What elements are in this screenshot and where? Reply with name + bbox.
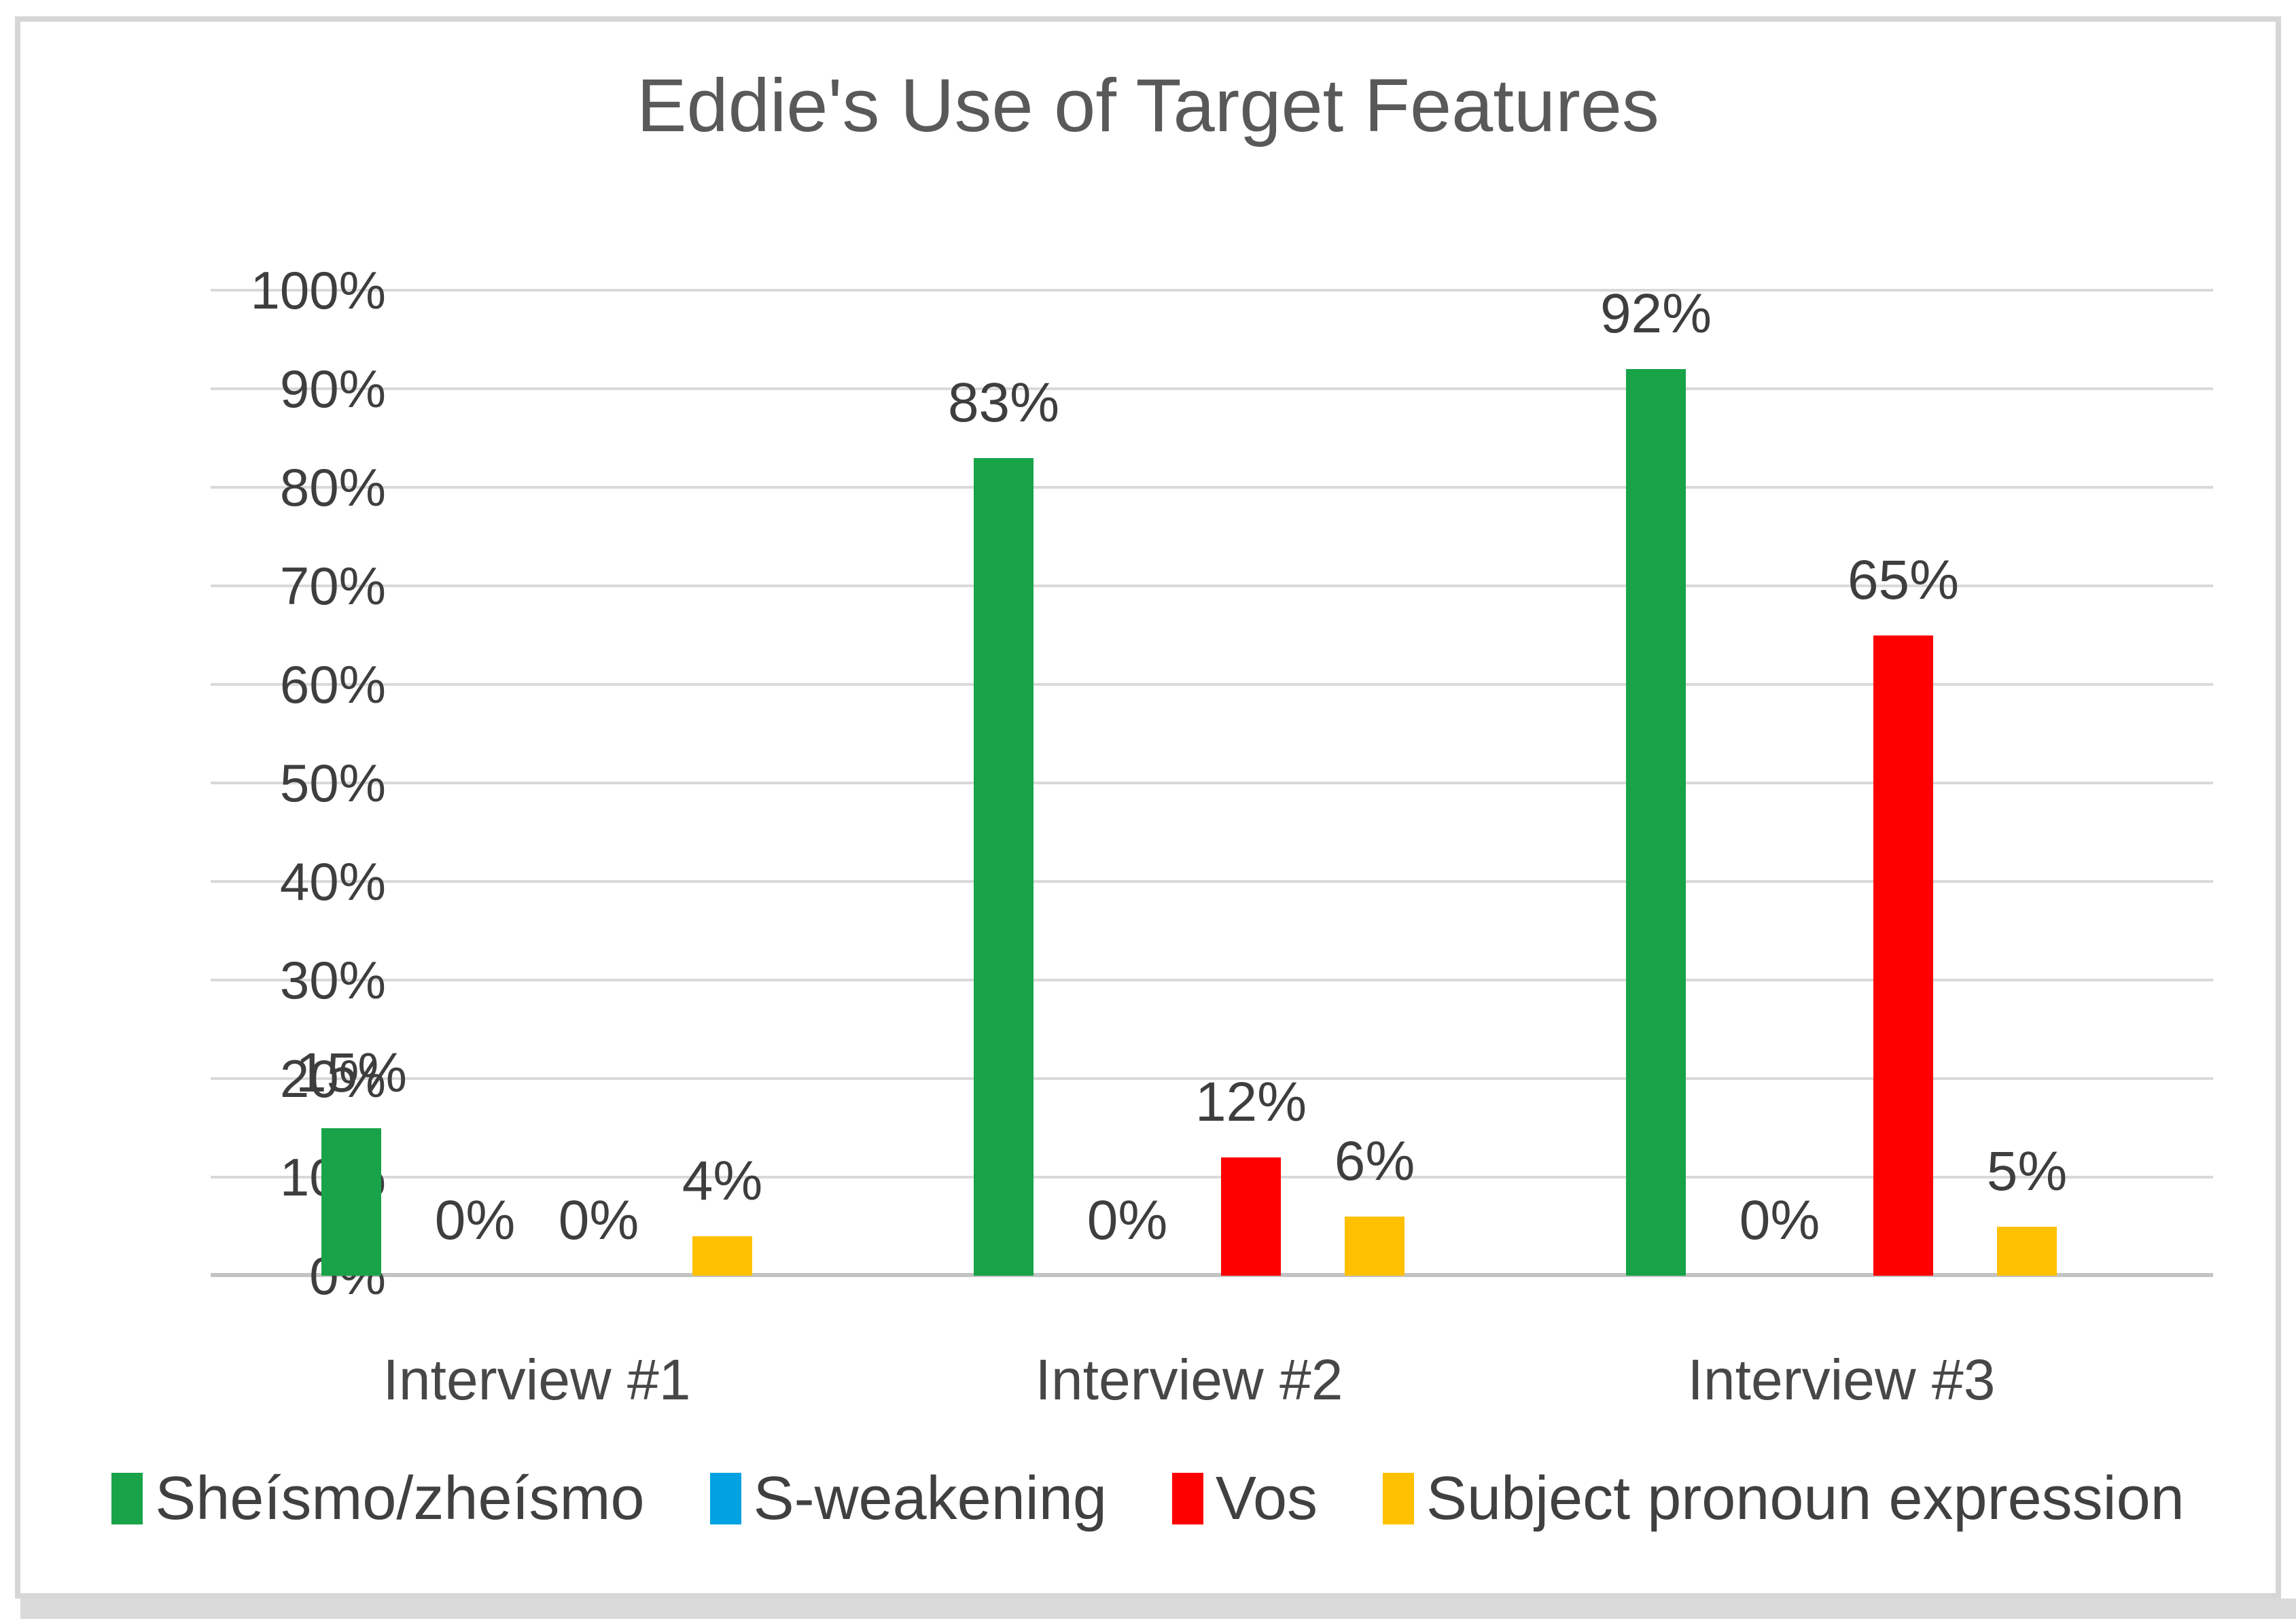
- bar-slot: 6%: [1335, 290, 1415, 1276]
- category-label: Interview #1: [383, 1348, 691, 1412]
- y-tick-label: 50%: [279, 753, 386, 813]
- y-tick-label: 90%: [279, 359, 386, 419]
- y-tick-label: 40%: [279, 852, 386, 911]
- bar-value-label: 0%: [434, 1189, 516, 1251]
- bar-slot: 5%: [1987, 290, 2067, 1276]
- gridline: [211, 683, 2213, 686]
- bar-value-label: 83%: [947, 371, 1060, 434]
- bar-slot: 65%: [1848, 290, 1959, 1276]
- category-label: Interview #2: [1035, 1348, 1343, 1412]
- legend-item: Sheísmo/zheísmo: [111, 1465, 645, 1533]
- chart-title: Eddie's Use of Target Features: [637, 64, 1659, 147]
- bar-slot: 0%: [1739, 290, 1820, 1276]
- legend-swatch-icon: [1171, 1473, 1203, 1524]
- legend-swatch-icon: [111, 1473, 143, 1524]
- legend-item: Vos: [1171, 1465, 1318, 1533]
- bar-slot: 0%: [1087, 290, 1168, 1276]
- bar: [1345, 1217, 1405, 1276]
- bar: [1873, 635, 1933, 1276]
- gridline: [211, 1176, 2213, 1179]
- gridline: [211, 880, 2213, 883]
- bar-slot: 12%: [1195, 290, 1307, 1276]
- legend-label: Subject pronoun expression: [1426, 1465, 2185, 1533]
- bar-value-label: 0%: [558, 1189, 639, 1251]
- legend-item: Subject pronoun expression: [1383, 1468, 2185, 1529]
- gridline: [211, 782, 2213, 784]
- legend-label: S-weakening: [753, 1465, 1107, 1533]
- bar-slot: 0%: [435, 290, 516, 1276]
- bar: [692, 1236, 752, 1276]
- bar: [321, 1128, 381, 1276]
- y-axis-labels: 100%90%80%70%60%50%40%30%20%10%0%: [211, 264, 387, 1302]
- y-tick-label: 20%: [279, 1049, 386, 1109]
- gridline: [211, 387, 2213, 390]
- y-tick-label: 60%: [279, 655, 386, 714]
- bar: [974, 457, 1034, 1276]
- legend-swatch-icon: [1383, 1473, 1414, 1524]
- bottom-shadow-strip: [20, 1599, 2296, 1619]
- bar-slot: 4%: [682, 290, 762, 1276]
- bar-group: 15% 0% 0% 4%: [211, 290, 863, 1276]
- legend-label: Sheísmo/zheísmo: [155, 1465, 645, 1533]
- y-tick-label: 80%: [279, 457, 386, 517]
- gridline: [211, 289, 2213, 292]
- bar-value-label: 0%: [1087, 1189, 1168, 1251]
- x-axis-line: [211, 1273, 2213, 1277]
- bar-value-label: 92%: [1600, 283, 1712, 345]
- bar-slot: 92%: [1600, 286, 1712, 1276]
- bar-value-label: 15%: [295, 1041, 408, 1104]
- legend: Sheísmo/zheísmo S-weakening Vos Subject pro…: [20, 1468, 2276, 1529]
- bar-value-label: 5%: [1986, 1140, 2068, 1202]
- gridline: [211, 584, 2213, 587]
- gridline: [211, 1077, 2213, 1080]
- legend-item: S-weakening: [709, 1465, 1107, 1533]
- x-axis-labels: Interview #1 Interview #2 Interview #3: [211, 1347, 2168, 1413]
- y-tick-label: 30%: [279, 950, 386, 1010]
- bar: [1626, 369, 1686, 1276]
- bar-slot: 0%: [559, 290, 639, 1276]
- bar-group: 83% 0% 12% 6%: [863, 290, 1515, 1276]
- chart-frame: Eddie's Use of Target Features 100% 90% 80…: [15, 16, 2281, 1599]
- gridline: [211, 979, 2213, 981]
- bar: [1997, 1226, 2057, 1276]
- bar-groups: 15% 0% 0% 4% 83% 0% 12% 6% 92% 0% 65% 5%: [211, 286, 2168, 1276]
- plot-area: 100%90%80%70%60%50%40%30%20%10%0%: [211, 264, 2213, 1302]
- y-tick-label: 70%: [279, 556, 386, 616]
- bar: [1221, 1157, 1281, 1276]
- legend-swatch-icon: [709, 1473, 741, 1524]
- bar-value-label: 6%: [1334, 1130, 1415, 1192]
- y-tick-label: 100%: [250, 260, 387, 320]
- bar-value-label: 12%: [1195, 1071, 1307, 1133]
- bar-value-label: 65%: [1847, 548, 1960, 611]
- bar-value-label: 4%: [682, 1150, 763, 1212]
- bar-slot: 83%: [948, 290, 1059, 1276]
- bar-group: 92% 0% 65% 5%: [1515, 286, 2168, 1276]
- category-label: Interview #3: [1687, 1348, 1996, 1412]
- gridline: [211, 486, 2213, 489]
- legend-label: Vos: [1215, 1465, 1318, 1533]
- bar-value-label: 0%: [1739, 1189, 1820, 1251]
- bar-slot: 15%: [296, 290, 407, 1276]
